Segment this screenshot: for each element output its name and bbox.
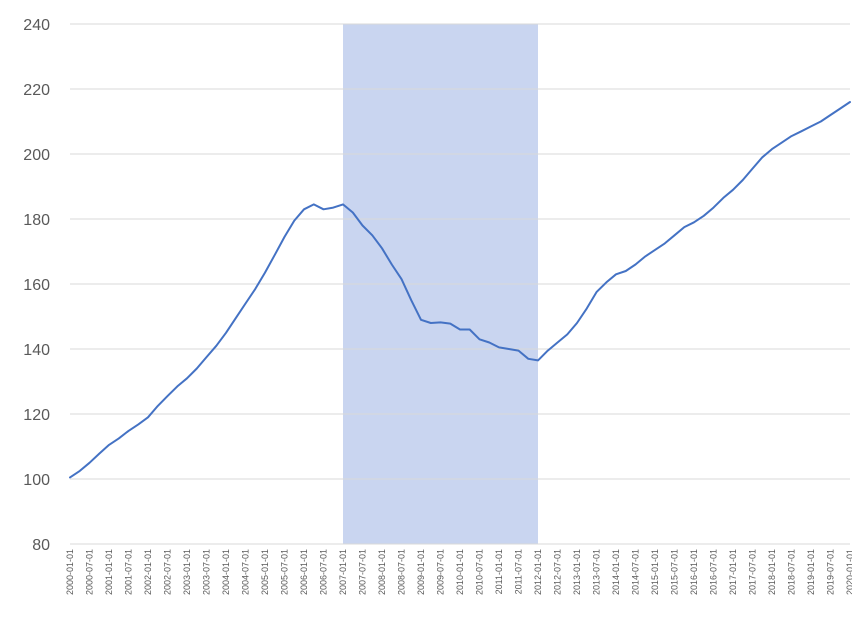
x-tick-label: 2008-01-01	[377, 549, 387, 595]
x-tick-label: 2015-07-01	[670, 549, 680, 595]
x-tick-label: 2014-01-01	[611, 549, 621, 595]
x-tick-label: 2016-07-01	[709, 549, 719, 595]
x-tick-label: 2007-07-01	[358, 549, 368, 595]
y-tick-label: 220	[23, 82, 50, 99]
x-tick-label: 2017-01-01	[728, 549, 738, 595]
x-tick-label: 2001-01-01	[104, 549, 114, 595]
x-tick-label: 2015-01-01	[650, 549, 660, 595]
x-tick-label: 2001-07-01	[124, 549, 134, 595]
x-tick-label: 2002-07-01	[163, 549, 173, 595]
y-tick-label: 240	[23, 17, 50, 34]
series-line	[69, 101, 851, 479]
x-tick-label: 2011-07-01	[514, 549, 524, 594]
x-tick-label: 2020-01-01	[845, 549, 852, 595]
y-tick-label: 140	[23, 342, 50, 359]
x-tick-label: 2013-07-01	[592, 549, 602, 595]
x-tick-label: 2018-01-01	[767, 549, 777, 595]
x-tick-label: 2012-01-01	[533, 549, 543, 595]
y-tick-label: 100	[23, 472, 50, 489]
x-tick-label: 2011-01-01	[494, 549, 504, 594]
y-tick-label: 180	[23, 212, 50, 229]
x-tick-label: 2005-07-01	[280, 549, 290, 595]
x-tick-label: 2010-01-01	[455, 549, 465, 595]
y-tick-label: 80	[32, 537, 50, 554]
x-tick-label: 2007-01-01	[338, 549, 348, 595]
x-tick-label: 2000-07-01	[85, 549, 95, 595]
x-tick-label: 2017-07-01	[748, 549, 758, 595]
x-tick-label: 2006-01-01	[299, 549, 309, 595]
x-tick-label: 2016-01-01	[689, 549, 699, 595]
x-tick-label: 2019-07-01	[826, 549, 836, 595]
x-tick-label: 2004-07-01	[241, 549, 251, 595]
x-tick-label: 2009-01-01	[416, 549, 426, 595]
x-tick-label: 2010-07-01	[475, 549, 485, 595]
x-tick-label: 2008-07-01	[397, 549, 407, 595]
x-tick-label: 2005-01-01	[260, 549, 270, 595]
x-tick-label: 2000-01-01	[65, 549, 75, 595]
x-tick-label: 2014-07-01	[631, 549, 641, 595]
x-tick-label: 2002-01-01	[143, 549, 153, 595]
x-tick-label: 2013-01-01	[572, 549, 582, 595]
x-tick-label: 2003-07-01	[202, 549, 212, 595]
x-tick-label: 2018-07-01	[787, 549, 797, 595]
x-tick-label: 2012-07-01	[553, 549, 563, 595]
x-tick-label: 2006-07-01	[319, 549, 329, 595]
x-tick-label: 2003-01-01	[182, 549, 192, 595]
y-tick-label: 200	[23, 147, 50, 164]
x-tick-label: 2009-07-01	[436, 549, 446, 595]
x-tick-label: 2019-01-01	[806, 549, 816, 595]
y-tick-label: 120	[23, 407, 50, 424]
y-tick-label: 160	[23, 277, 50, 294]
x-tick-label: 2004-01-01	[221, 549, 231, 595]
